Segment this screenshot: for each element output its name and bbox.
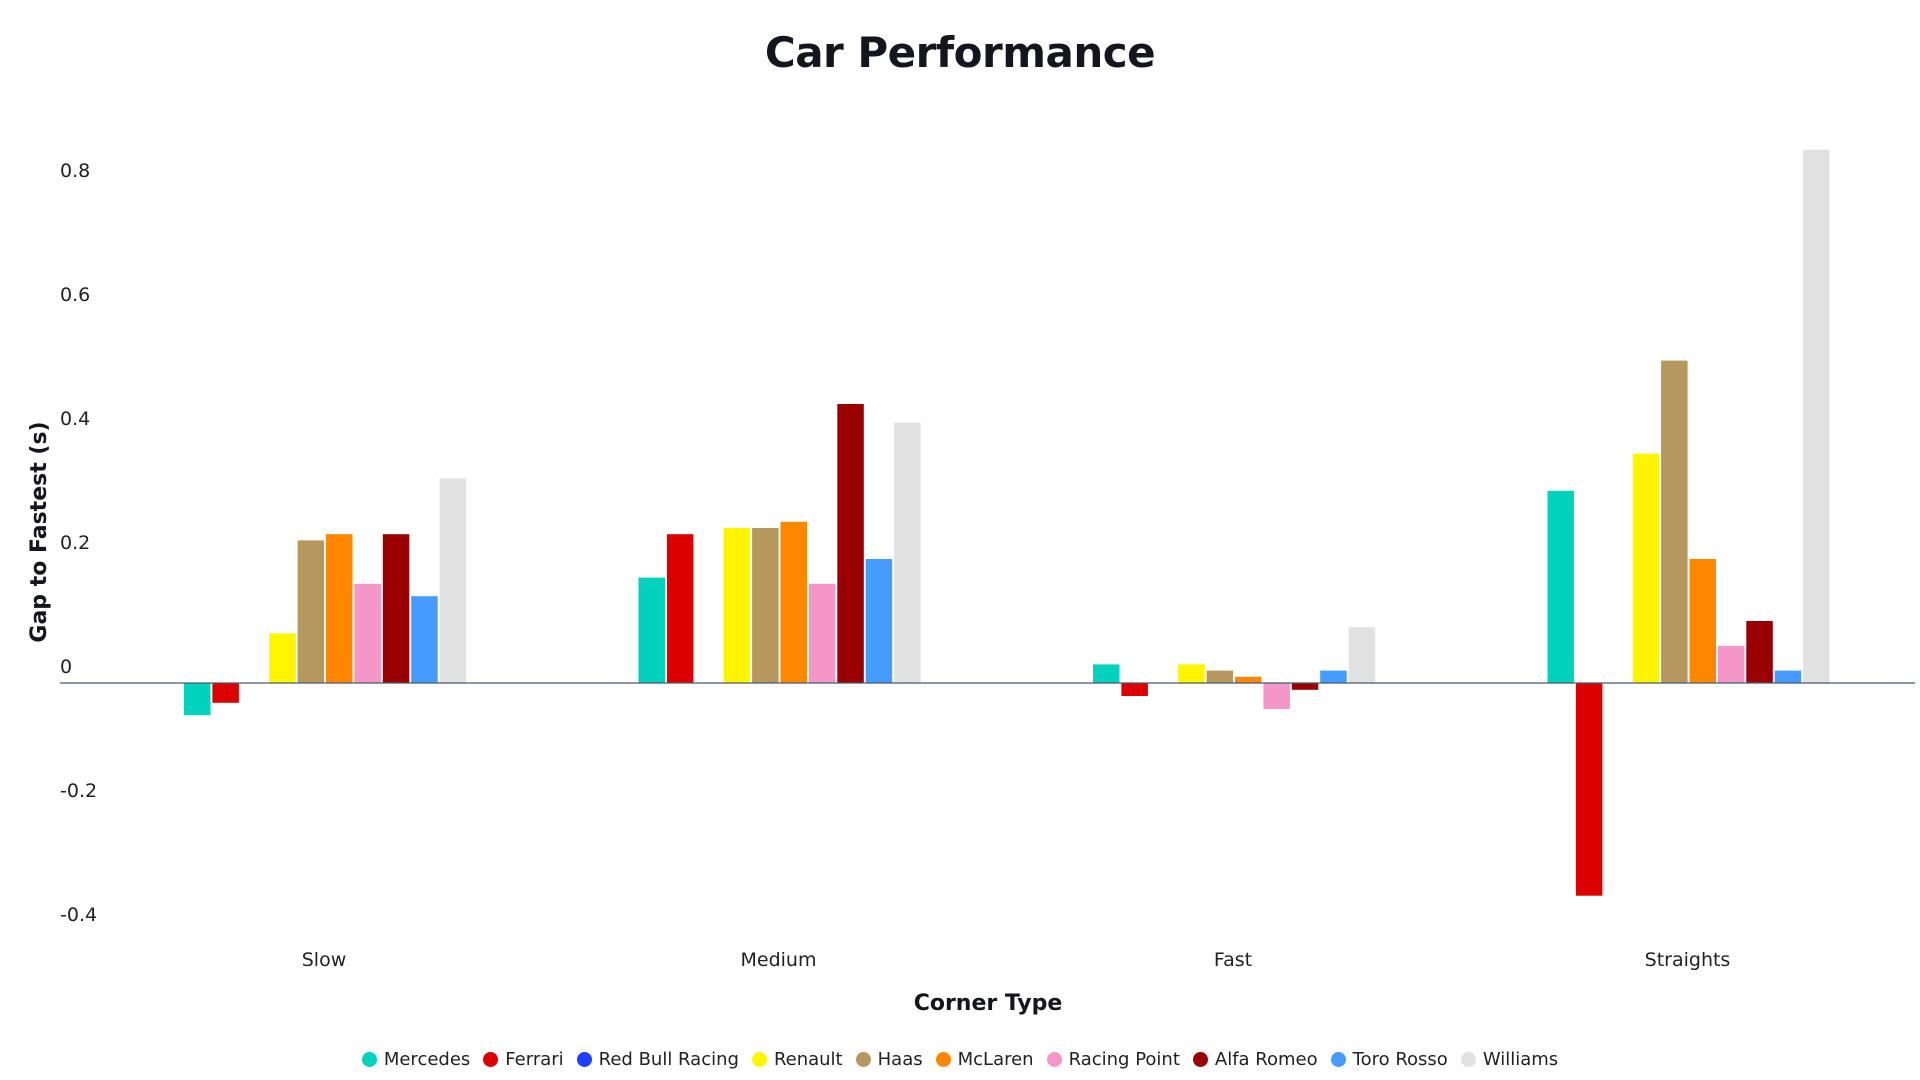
y-tick-label: 0.8 [60, 160, 90, 182]
bar-renault-fast [1178, 664, 1205, 683]
bar-haas-medium [752, 528, 779, 683]
legend-dot-icon [855, 1052, 871, 1067]
bar-alfa-romeo-fast [1291, 683, 1319, 690]
legend-label: Ferrari [505, 1049, 564, 1070]
bar-alfa-romeo-slow [382, 534, 410, 683]
bar-alfa-romeo-straights [1746, 621, 1773, 683]
chart-title: Car Performance [764, 28, 1156, 77]
y-tick-label: 0.6 [60, 284, 90, 306]
bar-haas-straights [1661, 360, 1688, 683]
bar-ferrari-slow [212, 683, 239, 703]
bar-racing-point-medium [808, 583, 836, 683]
legend-label: Renault [773, 1049, 843, 1070]
bar-williams-medium [894, 422, 921, 683]
y-tick-label: 0.4 [60, 408, 90, 430]
bar-ferrari-fast [1121, 683, 1148, 696]
legend-label: Williams [1482, 1049, 1559, 1070]
x-axis-categories: Slow Medium Fast Straights [302, 949, 1731, 971]
legend-item-ferrari[interactable]: Ferrari [483, 1049, 564, 1070]
legend-item-red-bull-racing[interactable]: Red Bull Racing [576, 1049, 739, 1070]
bar-mclaren-fast [1235, 676, 1262, 683]
legend-item-toro-rosso[interactable]: Toro Rosso [1330, 1049, 1448, 1070]
legend-item-mclaren[interactable]: McLaren [935, 1049, 1034, 1070]
legend-dot-icon [361, 1052, 377, 1067]
bar-williams-straights [1803, 149, 1830, 684]
x-axis-title: Corner Type [914, 991, 1063, 1016]
bar-racing-point-fast [1263, 683, 1290, 709]
bar-alfa-romeo-medium [837, 404, 864, 683]
bar-mercedes-slow [184, 683, 211, 716]
x-category-label: Slow [302, 949, 347, 971]
x-category-label: Medium [741, 949, 817, 971]
chart-legend: Mercedes Ferrari Red Bull Racing Renault Haa… [0, 1049, 1920, 1070]
bar-mercedes-straights [1547, 490, 1574, 683]
bar-ferrari-medium [666, 534, 694, 683]
legend-item-haas[interactable]: Haas [855, 1049, 923, 1070]
legend-label: Mercedes [383, 1049, 471, 1070]
bar-mclaren-slow [326, 534, 353, 683]
legend-label: Red Bull Racing [598, 1049, 739, 1070]
y-axis-ticks: 0.8 0.6 0.4 0.2 0 -0.2 -0.4 [60, 160, 97, 926]
x-category-label: Fast [1214, 949, 1252, 971]
bar-haas-fast [1206, 670, 1234, 683]
bar-toro-rosso-straights [1774, 670, 1802, 683]
legend-dot-icon [1460, 1052, 1476, 1067]
y-tick-label: -0.2 [60, 780, 97, 802]
legend-dot-icon [483, 1052, 499, 1067]
legend-dot-icon [1330, 1052, 1346, 1067]
bar-racing-point-straights [1717, 645, 1745, 683]
legend-dot-icon [751, 1052, 767, 1067]
bar-toro-rosso-slow [411, 596, 438, 683]
bar-renault-medium [723, 528, 751, 683]
bar-toro-rosso-fast [1320, 670, 1347, 683]
y-tick-label: 0.2 [60, 532, 90, 554]
bar-mclaren-straights [1689, 559, 1716, 683]
bar-williams-fast [1348, 627, 1376, 683]
legend-dot-icon [576, 1052, 592, 1067]
bar-williams-slow [439, 478, 467, 683]
legend-item-racing-point[interactable]: Racing Point [1046, 1049, 1180, 1070]
bar-racing-point-slow [354, 583, 381, 683]
legend-item-williams[interactable]: Williams [1460, 1049, 1559, 1070]
bar-haas-slow [297, 540, 325, 683]
bar-renault-slow [269, 633, 296, 683]
legend-item-alfa-romeo[interactable]: Alfa Romeo [1192, 1049, 1318, 1070]
bar-mercedes-medium [638, 577, 665, 683]
x-category-label: Straights [1645, 949, 1731, 971]
bar-mercedes-fast [1093, 664, 1120, 683]
legend-dot-icon [1046, 1052, 1062, 1067]
legend-dot-icon [935, 1052, 951, 1067]
legend-label: Toro Rosso [1352, 1049, 1448, 1070]
legend-label: Haas [877, 1049, 923, 1070]
y-tick-label: -0.4 [60, 904, 97, 926]
legend-dot-icon [1192, 1052, 1208, 1067]
legend-label: McLaren [957, 1049, 1034, 1070]
legend-item-renault[interactable]: Renault [751, 1049, 843, 1070]
y-axis-title: Gap to Fastest (s) [27, 421, 52, 642]
legend-item-mercedes[interactable]: Mercedes [361, 1049, 471, 1070]
bar-renault-straights [1632, 453, 1660, 683]
y-tick-label: 0 [60, 656, 72, 678]
bar-mclaren-medium [780, 521, 807, 683]
legend-label: Alfa Romeo [1214, 1049, 1318, 1070]
bar-group [184, 149, 1830, 896]
legend-label: Racing Point [1068, 1049, 1180, 1070]
bar-toro-rosso-medium [865, 559, 893, 683]
bar-ferrari-straights [1575, 683, 1603, 896]
